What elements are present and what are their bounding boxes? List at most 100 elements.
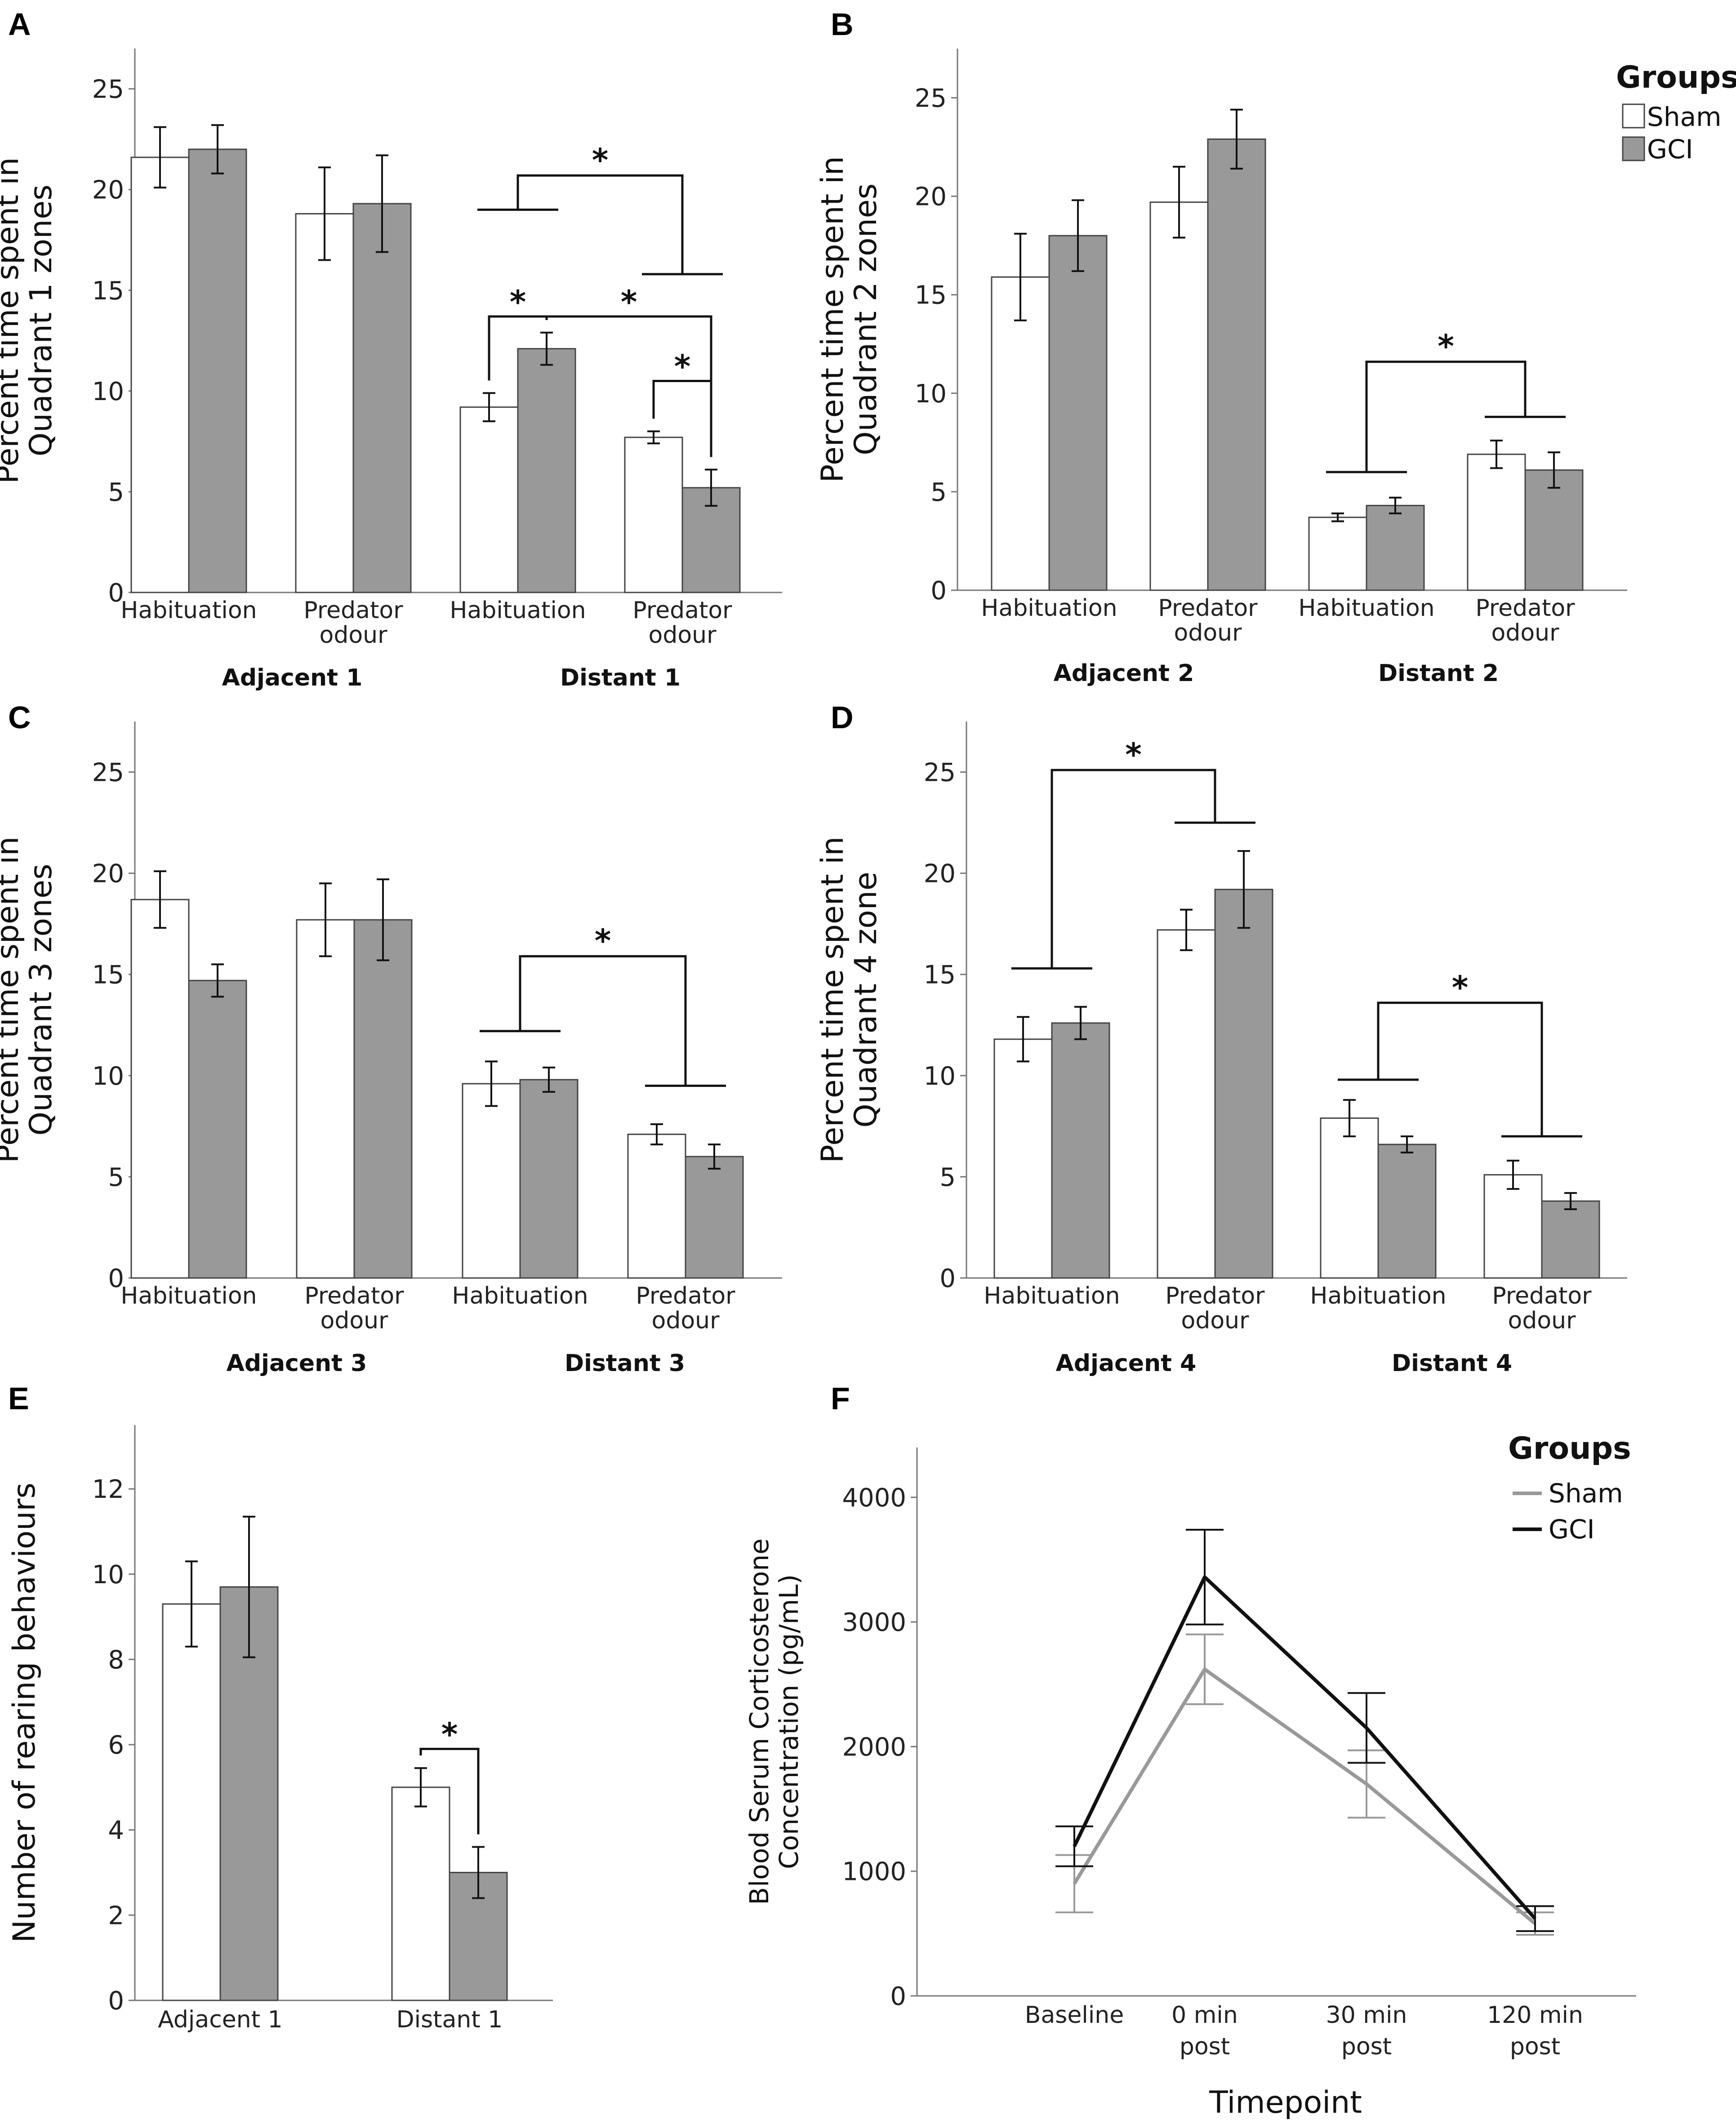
error-bar xyxy=(483,392,495,423)
x-tick-line: Predator xyxy=(1165,1282,1265,1309)
y-tick-label: 10 xyxy=(924,1062,956,1091)
x-tick-line: 120 min xyxy=(1487,2002,1583,2029)
error-bar xyxy=(1389,497,1402,515)
bar-gci xyxy=(1366,505,1425,591)
y-tick-label: 5 xyxy=(939,1163,956,1192)
x-tick-line: Predator xyxy=(1158,595,1258,622)
x-tick-line: odour xyxy=(1491,619,1560,646)
bar-gci xyxy=(519,1079,579,1279)
bar-sham xyxy=(391,1786,450,2001)
error-bar xyxy=(1072,199,1084,272)
x-tick-label: Habituation xyxy=(1310,1282,1446,1309)
y-tick-label: 15 xyxy=(92,276,124,306)
y-axis-label: Percent time spent in xyxy=(815,837,850,1163)
significance-bracket: * xyxy=(1338,969,1582,1138)
bar-gci xyxy=(1051,1022,1110,1279)
bracket-line xyxy=(1365,361,1527,472)
y-tick-label: 0 xyxy=(890,1982,906,2011)
line-gci xyxy=(1073,1575,1536,1920)
bracket-line xyxy=(419,1748,480,1835)
bar-sham xyxy=(130,899,190,1279)
legend-swatch-gci xyxy=(1622,136,1645,161)
group-label: Distant 2 xyxy=(1378,660,1499,687)
legend-label-gci: GCI xyxy=(1647,134,1693,165)
error-bar xyxy=(485,1060,498,1107)
bar-sham xyxy=(991,276,1050,591)
group-label: Adjacent 1 xyxy=(222,664,363,691)
y-tick-label: 20 xyxy=(915,183,947,212)
x-tick-label: Habituation xyxy=(120,1282,257,1309)
error-bar xyxy=(650,1123,663,1145)
y-axis-label: Percent time spent in xyxy=(815,156,850,483)
y-tick-label: 25 xyxy=(915,84,947,113)
y-tick-label: 12 xyxy=(92,1475,124,1504)
bar-sham xyxy=(1308,517,1367,591)
error-bar xyxy=(243,1515,255,1658)
x-tick-line: odour xyxy=(1181,1307,1250,1334)
error-bar xyxy=(1343,1099,1356,1137)
bar-sham xyxy=(1483,1174,1543,1279)
bar-gci xyxy=(685,1156,744,1279)
x-tick-label: Predator odour xyxy=(636,1282,735,1334)
legend-swatch-sham xyxy=(1622,103,1645,129)
y-tick-label: 10 xyxy=(92,1560,124,1590)
error-bar xyxy=(1014,232,1027,321)
group-label: Distant 1 xyxy=(560,664,681,691)
error-bar xyxy=(154,126,166,189)
x-tick-line: odour xyxy=(652,1307,720,1334)
y-tick-label: 10 xyxy=(915,379,947,409)
x-tick-label: Predator odour xyxy=(303,597,403,649)
x-tick-line: odour xyxy=(1508,1307,1576,1334)
significance-bracket: * xyxy=(652,348,712,457)
y-tick-label: 0 xyxy=(930,576,947,606)
significance-star: * xyxy=(592,142,609,178)
y-tick-label: 25 xyxy=(92,75,124,104)
bar-sham xyxy=(1467,454,1526,591)
significance-bracket: * xyxy=(419,1716,480,1835)
bracket-line xyxy=(1051,769,1216,969)
bar-gci xyxy=(1541,1200,1600,1279)
bar-sham xyxy=(1149,201,1209,591)
error-bar xyxy=(1074,1006,1087,1040)
panel-a: A 0 5 10 15 20 25 Percent time spent inQuadrant… xyxy=(0,7,782,691)
bracket-line xyxy=(1377,1002,1543,1136)
panel-letter: E xyxy=(8,1381,29,1416)
x-tick-label: Distant 1 xyxy=(396,2006,503,2033)
bar-sham xyxy=(1320,1117,1379,1279)
y-tick-label: 2 xyxy=(108,1901,124,1930)
x-tick-line: Predator xyxy=(636,1282,735,1309)
y-tick-label: 20 xyxy=(92,176,124,205)
bar-sham xyxy=(462,1083,521,1279)
x-tick-label: 120 min post xyxy=(1487,2002,1583,2060)
error-bar xyxy=(377,878,389,962)
bar-gci xyxy=(352,203,412,593)
x-tick-line: Predator xyxy=(1475,595,1575,622)
significance-star: * xyxy=(1438,328,1454,365)
x-tick-label: Habituation xyxy=(984,1282,1120,1309)
error-bar xyxy=(376,154,388,253)
x-tick-line: odour xyxy=(1174,619,1242,646)
error-bar xyxy=(1230,108,1243,170)
error-bar xyxy=(540,331,553,366)
x-tick-label: 30 min post xyxy=(1326,2002,1407,2060)
error-bar xyxy=(1331,512,1344,522)
legend-label-sham: Sham xyxy=(1549,1478,1623,1509)
bar-gci xyxy=(353,919,413,1279)
significance-star: * xyxy=(510,284,526,321)
x-tick-label: Baseline xyxy=(1025,2002,1124,2029)
group-label: Adjacent 2 xyxy=(1054,660,1194,687)
x-axis-label: Timepoint xyxy=(1209,2085,1362,2120)
x-tick-label: Habituation xyxy=(1298,595,1434,622)
error-bar xyxy=(705,468,717,507)
bar-gci xyxy=(1214,889,1273,1279)
y-axis-label: Concentration (pg/mL) xyxy=(774,1574,804,1869)
y-tick-label: 10 xyxy=(92,1062,124,1091)
error-bar-gci xyxy=(1516,1905,1554,1932)
x-tick-line: Predator xyxy=(304,1282,404,1309)
y-tick-label: 15 xyxy=(924,961,956,990)
x-tick-line: post xyxy=(1510,2033,1560,2060)
y-tick-label: 1000 xyxy=(842,1857,906,1887)
legend-title: Groups xyxy=(1508,1431,1631,1466)
x-tick-line: odour xyxy=(320,622,388,649)
x-tick-label: 0 min post xyxy=(1171,2002,1238,2060)
